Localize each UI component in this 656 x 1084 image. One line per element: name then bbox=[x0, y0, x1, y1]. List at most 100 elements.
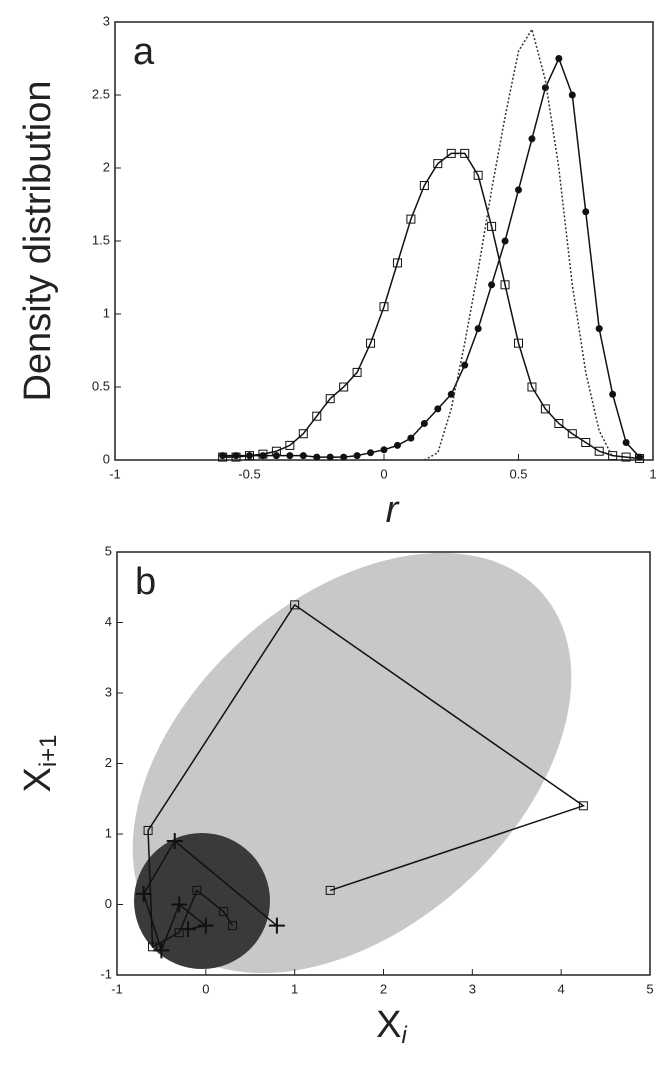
circle-marker bbox=[501, 237, 509, 245]
circle-marker bbox=[340, 453, 348, 461]
x-tick-label: 0 bbox=[380, 466, 387, 481]
x-axis-label-main: r bbox=[386, 489, 400, 531]
plus-marker bbox=[180, 921, 197, 938]
circle-marker bbox=[232, 452, 240, 460]
y-axis-label: Xi+1 bbox=[17, 734, 62, 792]
circle-marker bbox=[353, 452, 361, 460]
square-marker bbox=[392, 258, 402, 268]
circle-marker bbox=[515, 186, 522, 194]
circle-marker bbox=[246, 452, 253, 460]
y-tick-label: -1 bbox=[100, 966, 112, 981]
plus-marker bbox=[268, 917, 285, 934]
x-tick-label: -0.5 bbox=[238, 466, 260, 481]
x-axis-label: Xi bbox=[376, 1004, 407, 1049]
square-marker bbox=[290, 600, 300, 610]
plus-marker bbox=[166, 833, 183, 850]
circle-marker bbox=[461, 361, 469, 369]
square-marker bbox=[594, 446, 604, 456]
circle-marker bbox=[622, 438, 630, 446]
circle-marker bbox=[219, 452, 227, 460]
square-marker bbox=[554, 419, 564, 428]
circle-marker bbox=[582, 208, 590, 216]
square-marker bbox=[352, 367, 362, 377]
circle-marker bbox=[555, 55, 563, 62]
x-axis-label: r bbox=[386, 489, 400, 531]
x-tick-label: 0.5 bbox=[509, 466, 527, 481]
y-axis-label-sub: i+1 bbox=[35, 734, 62, 767]
circle-marker bbox=[474, 325, 482, 333]
square-marker bbox=[419, 181, 429, 191]
x-tick-label: 5 bbox=[646, 981, 653, 996]
circle-marker bbox=[609, 390, 617, 398]
square-marker bbox=[500, 280, 510, 290]
square-marker bbox=[514, 338, 523, 348]
circle-marker bbox=[326, 453, 334, 461]
circle-marker bbox=[488, 281, 496, 289]
circle-marker bbox=[595, 325, 603, 333]
square-marker bbox=[325, 885, 335, 895]
square-marker bbox=[446, 148, 456, 158]
x-tick-label: 4 bbox=[558, 981, 565, 996]
x-tick-label: -1 bbox=[111, 981, 123, 996]
square-marker bbox=[325, 394, 335, 404]
y-tick-label: 5 bbox=[105, 543, 112, 558]
square-marker bbox=[192, 885, 202, 895]
circle-marker bbox=[434, 405, 442, 413]
square-marker bbox=[366, 338, 376, 348]
series-line bbox=[423, 27, 614, 461]
circle-marker bbox=[407, 434, 415, 442]
square-marker bbox=[148, 942, 158, 952]
x-tick-label: -1 bbox=[109, 466, 121, 481]
x-tick-label: 1 bbox=[649, 466, 656, 481]
x-axis-label-sub: i bbox=[402, 1022, 408, 1049]
circle-marker bbox=[636, 453, 644, 461]
y-tick-label: 3 bbox=[103, 13, 110, 28]
series-line bbox=[222, 152, 640, 460]
circle-marker bbox=[393, 441, 401, 449]
square-marker bbox=[339, 382, 349, 392]
square-marker bbox=[567, 429, 577, 439]
plus-marker bbox=[135, 885, 152, 902]
square-marker bbox=[219, 907, 229, 917]
circle-marker bbox=[367, 449, 375, 457]
y-axis-label-main: X bbox=[17, 767, 59, 792]
circle-marker bbox=[272, 452, 280, 460]
x-tick-label: 3 bbox=[469, 981, 476, 996]
square-marker bbox=[174, 928, 184, 938]
y-axis-label: Density distribution bbox=[17, 80, 59, 401]
circle-marker bbox=[380, 446, 388, 454]
square-marker bbox=[578, 801, 588, 811]
series-line bbox=[147, 603, 586, 949]
y-tick-label: 0 bbox=[103, 451, 110, 466]
square-marker bbox=[143, 825, 153, 835]
square-marker bbox=[285, 440, 295, 450]
y-tick-label: 0 bbox=[105, 896, 112, 911]
square-marker bbox=[379, 302, 389, 312]
square-marker bbox=[608, 451, 618, 461]
y-tick-label: 1.5 bbox=[92, 232, 110, 247]
circle-marker bbox=[286, 452, 294, 460]
y-tick-label: 2 bbox=[105, 755, 112, 770]
x-tick-label: 1 bbox=[291, 981, 298, 996]
large-region bbox=[132, 552, 572, 974]
x-tick-label: 2 bbox=[380, 981, 387, 996]
circle-marker bbox=[528, 135, 536, 143]
plus-marker bbox=[197, 917, 214, 934]
square-marker bbox=[527, 382, 537, 392]
square-marker bbox=[581, 437, 591, 447]
square-marker bbox=[487, 221, 497, 231]
square-marker bbox=[298, 429, 308, 439]
plus-marker bbox=[153, 942, 170, 959]
series-line bbox=[222, 56, 641, 458]
square-marker bbox=[621, 452, 631, 462]
circle-marker bbox=[420, 420, 428, 427]
circle-marker bbox=[447, 390, 455, 398]
circle-marker bbox=[568, 91, 576, 99]
y-tick-label: 2 bbox=[103, 159, 110, 174]
circle-marker bbox=[299, 452, 307, 460]
y-tick-label: 4 bbox=[105, 614, 112, 629]
square-marker bbox=[406, 214, 416, 224]
x-tick-label: 0 bbox=[202, 981, 209, 996]
panel-label: a bbox=[133, 31, 155, 73]
